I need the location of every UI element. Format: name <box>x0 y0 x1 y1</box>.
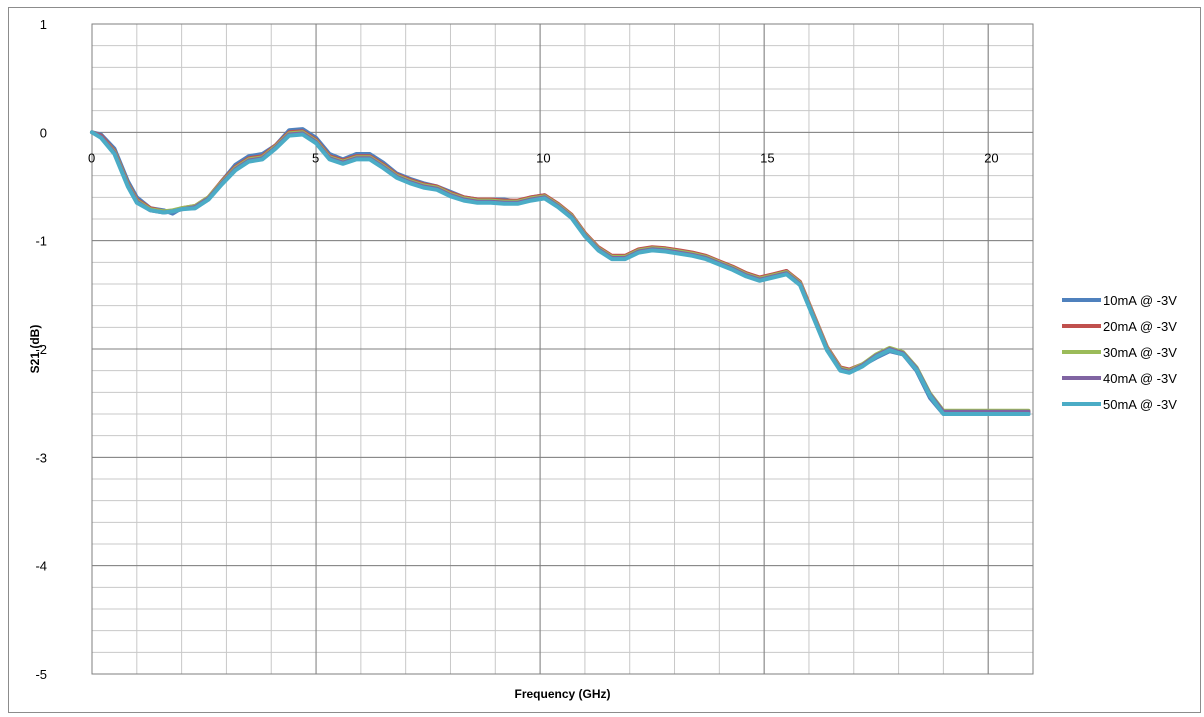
legend: 10mA @ -3V 20mA @ -3V 30mA @ -3V 40mA @ -3V… <box>1062 293 1177 412</box>
y-tick-label: -4 <box>35 559 47 574</box>
y-tick-label: -5 <box>35 667 47 682</box>
x-tick-label: 0 <box>88 150 95 165</box>
x-tick-label: 15 <box>760 150 774 165</box>
x-tick-label: 5 <box>312 150 319 165</box>
y-tick-label: -1 <box>35 234 47 249</box>
chart-svg: 10-1-2-3-4-50 5 10 15 20 Frequency (GHz) S21… <box>28 17 1177 701</box>
y-tick-label: 1 <box>40 17 47 32</box>
y-axis-title: S21 (dB) <box>28 325 42 374</box>
y-tick-label: -3 <box>35 450 47 465</box>
x-tick-label: 10 <box>536 150 550 165</box>
major-gridlines <box>91 23 1034 675</box>
legend-label: 40mA @ -3V <box>1103 371 1177 386</box>
plot-border <box>91 23 1034 675</box>
tick-labels: 10-1-2-3-4-50 5 10 15 20 <box>35 17 998 682</box>
x-tick-label: 20 <box>984 150 998 165</box>
chart-area: 1 0 -1 -2 -3 -4 -5 0 5 10 15 20 Frequency (GHz) S21… <box>8 7 1201 713</box>
x-axis-title: Frequency (GHz) <box>514 687 610 701</box>
legend-label: 10mA @ -3V <box>1103 293 1177 308</box>
series-line <box>90 130 1031 416</box>
y-tick-label: 0 <box>40 125 47 140</box>
series-layer <box>90 127 1031 416</box>
legend-label: 30mA @ -3V <box>1103 345 1177 360</box>
y-tick-label: -2 <box>35 342 47 357</box>
legend-label: 50mA @ -3V <box>1103 397 1177 412</box>
legend-label: 20mA @ -3V <box>1103 319 1177 334</box>
